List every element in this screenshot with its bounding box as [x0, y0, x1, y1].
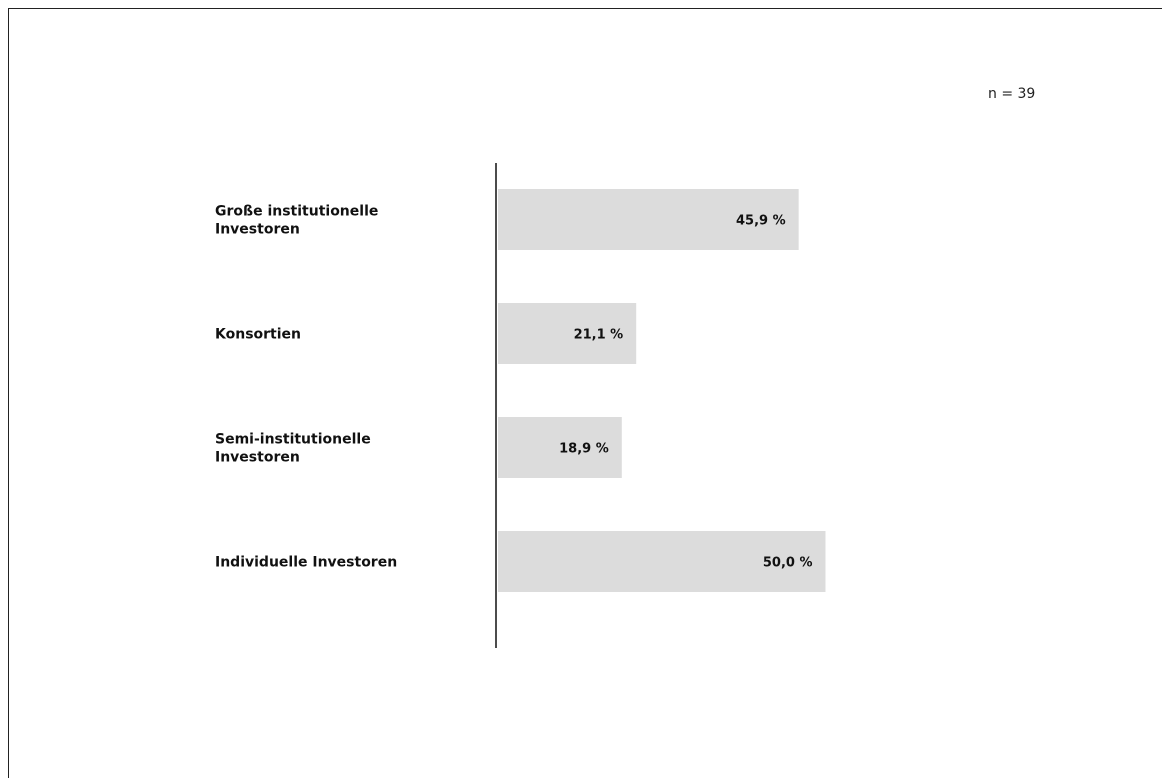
- value-label-1: 21,1 %: [574, 328, 624, 343]
- category-label-line: Individuelle Investoren: [215, 555, 397, 571]
- chart-frame: [8, 8, 1162, 778]
- category-label-1: Konsortien: [215, 327, 301, 343]
- category-label-line: Semi-institutionelle: [215, 432, 371, 448]
- category-label-line: Große institutionelle: [215, 204, 378, 220]
- bar-1: [498, 303, 637, 364]
- category-label-line: Konsortien: [215, 327, 301, 343]
- bar-0: [498, 189, 799, 250]
- category-label-2: Semi-institutionelle Investoren: [215, 432, 371, 466]
- category-label-line: Investoren: [215, 450, 300, 466]
- value-label-0: 45,9 %: [736, 214, 786, 229]
- category-label-3: Individuelle Investoren: [215, 555, 397, 571]
- value-label-2: 18,9 %: [559, 442, 609, 457]
- category-label-line: Investoren: [215, 222, 300, 238]
- bar-3: [498, 531, 826, 592]
- value-label-3: 50,0 %: [763, 556, 813, 571]
- sample-size-label: n = 39: [988, 86, 1036, 102]
- category-label-0: Große institutionelle Investoren: [215, 204, 378, 238]
- bar-2: [498, 417, 622, 478]
